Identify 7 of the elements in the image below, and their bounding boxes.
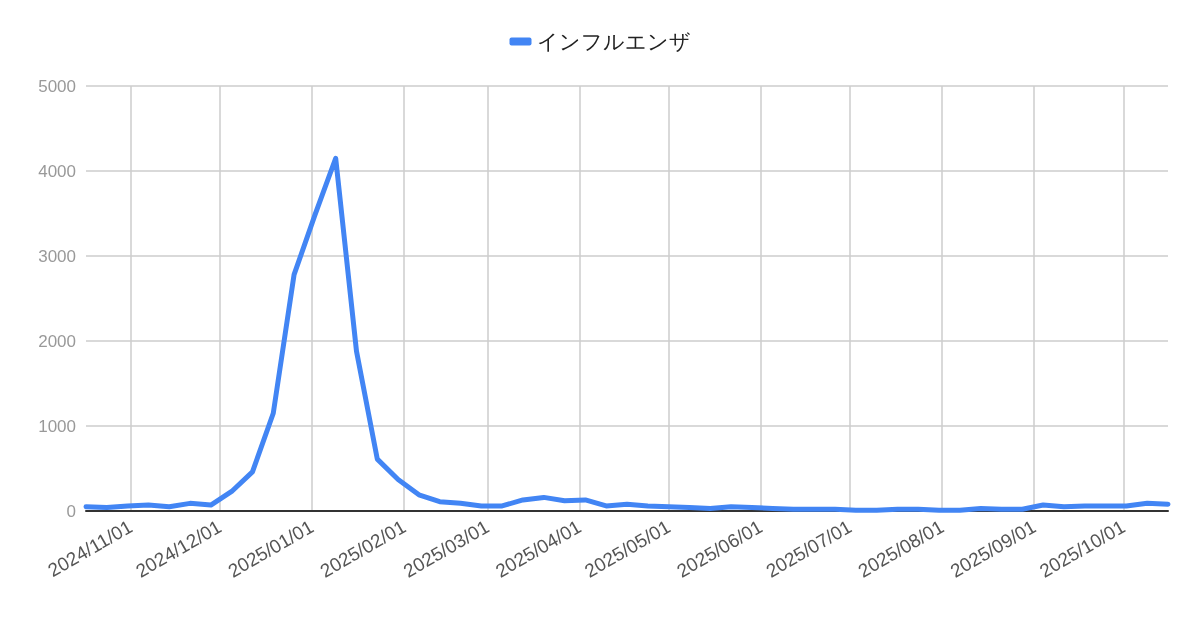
y-tick-label: 1000 (38, 416, 76, 436)
y-tick-label: 2000 (38, 331, 76, 351)
y-tick-label: 3000 (38, 246, 76, 266)
y-tick-label: 4000 (38, 161, 76, 181)
y-tick-label: 5000 (38, 76, 76, 96)
y-tick-label: 0 (66, 501, 76, 521)
legend-label: インフルエンザ (536, 30, 691, 53)
